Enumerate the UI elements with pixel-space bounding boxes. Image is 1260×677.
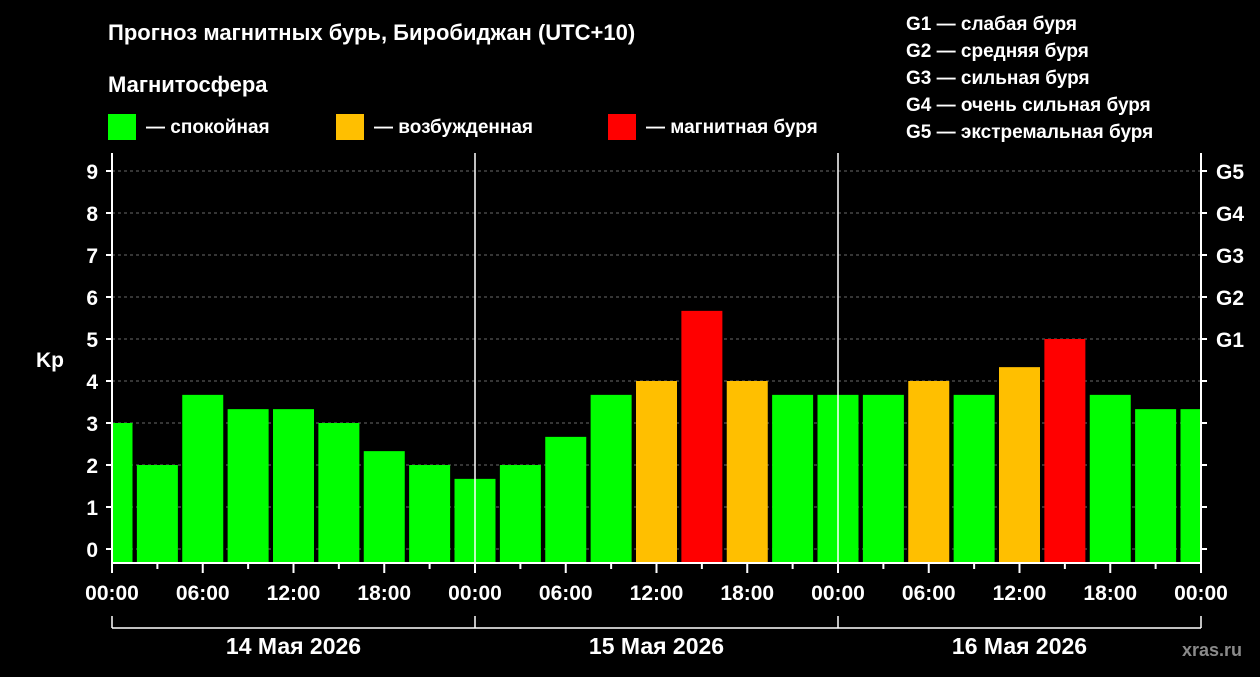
- y-axis-label: Kp: [36, 349, 64, 372]
- g-scale-label: G2: [1216, 287, 1244, 310]
- kp-bar: [999, 367, 1040, 563]
- kp-bar: [1135, 409, 1177, 563]
- x-tick-label: 12:00: [993, 582, 1047, 605]
- kp-bar: [726, 381, 768, 563]
- legend-swatch-calm: [108, 114, 136, 140]
- kp-bar: [681, 310, 723, 563]
- kp-bar: [1044, 339, 1086, 563]
- kp-bar: [136, 465, 178, 563]
- legend-swatch-storm: [608, 114, 636, 140]
- g-scale-legend: G1 — слабая буря G2 — средняя буря G3 — …: [906, 14, 1153, 143]
- kp-bar: [182, 394, 224, 563]
- y-tick-label: 8: [86, 203, 98, 226]
- x-tick-label: 12:00: [267, 582, 321, 605]
- x-tick-label: 12:00: [630, 582, 684, 605]
- kp-bar: [545, 436, 587, 563]
- axis-labels: 0 1 2 3 4 5 6 7 8 9 G1 G2 G3 G4 G5 00:00 06:00 12:00 18:00…: [85, 161, 1244, 659]
- bars: [113, 310, 1201, 563]
- axes: [106, 153, 1207, 629]
- legend-swatch-disturbed: [336, 114, 364, 140]
- day-label: 16 Мая 2026: [952, 633, 1087, 659]
- x-tick-label: 00:00: [811, 582, 865, 605]
- y-tick-label: 3: [86, 413, 98, 436]
- x-tick-label: 06:00: [539, 582, 593, 605]
- legend-label-disturbed: — возбужденная: [374, 117, 533, 138]
- x-tick-label: 00:00: [1174, 582, 1228, 605]
- kp-bar: [227, 409, 269, 563]
- kp-bar: [318, 423, 360, 563]
- kp-bar: [409, 465, 451, 563]
- x-tick-label: 00:00: [448, 582, 502, 605]
- kp-bar: [636, 381, 677, 563]
- day-label: 15 Мая 2026: [589, 633, 724, 659]
- x-tick-label: 18:00: [720, 582, 774, 605]
- x-tick-label: 18:00: [357, 582, 411, 605]
- day-label: 14 Мая 2026: [226, 633, 361, 659]
- legend-heading: Магнитосфера: [108, 72, 268, 97]
- y-tick-label: 4: [86, 371, 98, 394]
- chart-title: Прогноз магнитных бурь, Биробиджан (UTC+…: [108, 20, 635, 45]
- x-tick-label: 06:00: [176, 582, 230, 605]
- credit: xras.ru: [1182, 640, 1242, 660]
- legend-label-calm: — спокойная: [146, 117, 270, 138]
- g-legend-3: G3 — сильная буря: [906, 68, 1090, 89]
- g-legend-2: G2 — средняя буря: [906, 41, 1089, 62]
- legend-label-storm: — магнитная буря: [646, 117, 818, 138]
- x-tick-label: 18:00: [1083, 582, 1137, 605]
- x-tick-label: 06:00: [902, 582, 956, 605]
- g-scale-label: G4: [1216, 203, 1244, 226]
- x-tick-label: 00:00: [85, 582, 139, 605]
- kp-bar: [908, 381, 950, 563]
- kp-bar: [953, 394, 995, 563]
- g-legend-5: G5 — экстремальная буря: [906, 122, 1153, 143]
- kp-bar: [590, 394, 632, 563]
- g-scale-label: G1: [1216, 329, 1244, 352]
- y-tick-label: 5: [86, 329, 98, 352]
- kp-bar: [1180, 409, 1201, 563]
- y-tick-label: 0: [86, 539, 98, 562]
- kp-bar: [1089, 394, 1131, 563]
- y-tick-label: 6: [86, 287, 98, 310]
- kp-bar: [862, 394, 904, 563]
- g-scale-label: G5: [1216, 161, 1244, 184]
- legend-disturbed: — возбужденная: [336, 114, 533, 140]
- legend-calm: — спокойная: [108, 114, 270, 140]
- y-tick-label: 1: [86, 497, 98, 520]
- legend-storm: — магнитная буря: [608, 114, 818, 140]
- g-legend-1: G1 — слабая буря: [906, 14, 1077, 35]
- g-legend-4: G4 — очень сильная буря: [906, 95, 1151, 116]
- y-tick-label: 7: [86, 245, 98, 268]
- kp-bar: [363, 451, 405, 563]
- y-tick-label: 2: [86, 455, 98, 478]
- g-scale-label: G3: [1216, 245, 1244, 268]
- kp-bar: [113, 423, 133, 563]
- kp-bar: [772, 394, 814, 563]
- kp-bar: [499, 465, 541, 563]
- y-tick-label: 9: [86, 161, 98, 184]
- kp-bar: [273, 409, 314, 563]
